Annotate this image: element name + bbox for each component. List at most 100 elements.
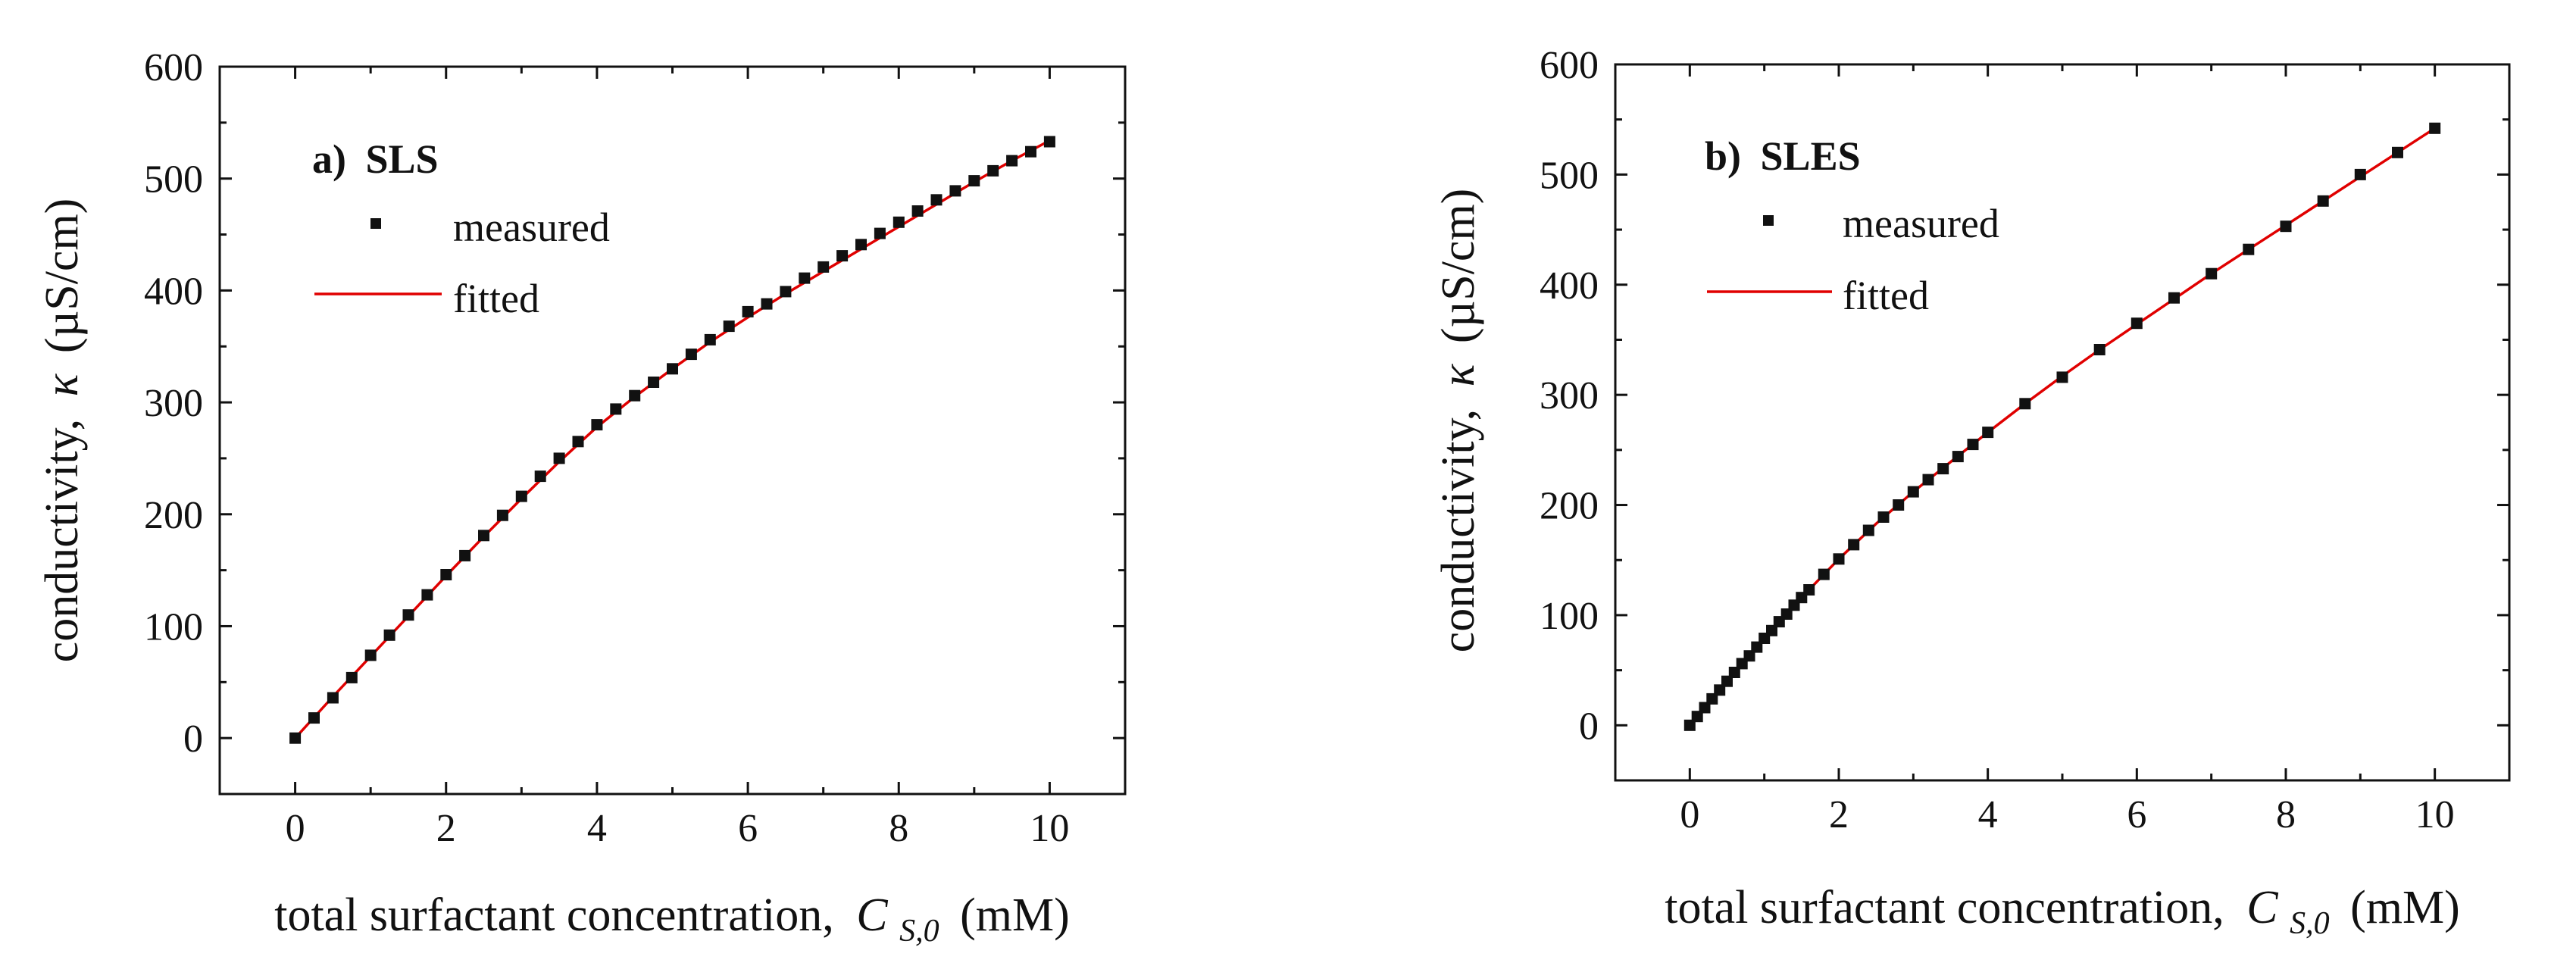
y-axis-title-var: κ (36, 373, 88, 396)
data-point (742, 305, 754, 317)
x-axis-title-unit: (mM) (2350, 882, 2460, 933)
x-tick-label: 0 (286, 807, 305, 850)
data-point (1743, 650, 1755, 662)
x-tick-label: 10 (2415, 793, 2455, 836)
x-axis-title-sub: S,0 (2290, 906, 2330, 941)
data-point (2093, 344, 2106, 355)
y-axis-title-text: conductivity, (1433, 409, 1484, 652)
x-tick-label: 2 (436, 807, 456, 850)
data-point (911, 205, 924, 217)
data-point (1721, 675, 1733, 687)
x-tick-label: 4 (587, 807, 607, 850)
y-tick-label: 600 (1540, 44, 1599, 87)
x-tick-label: 8 (889, 807, 908, 850)
fitted-series (1688, 127, 2436, 727)
panel-name: SLES (1761, 133, 1861, 179)
data-point (1043, 136, 1055, 148)
data-point (1706, 692, 1718, 705)
x-axis-title-unit: (mM) (960, 889, 1070, 941)
y-ticks: 0 100 200 300 400 500 600 (144, 46, 1125, 796)
data-point (1006, 155, 1018, 167)
data-point (723, 320, 735, 333)
y-axis-title-unit: (µS/cm) (36, 199, 88, 353)
data-point (1848, 539, 1860, 551)
y-tick-label: 200 (144, 494, 203, 537)
legend-label-measured: measured (1843, 201, 1999, 246)
data-point (1952, 451, 1964, 463)
x-tick-label: 10 (1030, 807, 1069, 850)
data-point (1937, 463, 1949, 475)
data-point (289, 732, 302, 744)
data-point (1683, 719, 1696, 731)
chart-panel-sls: 0 2 4 6 8 10 0 100 200 300 400 500 600 a) SLS measu… (36, 46, 1127, 952)
y-axis-title-var: κ (1433, 363, 1484, 386)
x-tick-label: 0 (1680, 793, 1699, 836)
panel-label: a) (312, 136, 346, 182)
x-axis-title: total surfactant concentration, C S,0 (m… (274, 889, 1070, 952)
data-point (1833, 553, 1845, 565)
data-point (1751, 641, 1763, 653)
y-tick-label: 300 (144, 382, 203, 425)
panel-title: a) SLS (312, 136, 439, 182)
legend-label-measured: measured (453, 205, 610, 250)
y-tick-label: 600 (144, 46, 203, 89)
x-axis-title-text: total surfactant concentration, (1665, 882, 2224, 933)
x-axis-title-var: C (2246, 882, 2278, 933)
measured-series (1683, 122, 2441, 731)
data-point (2429, 122, 2441, 134)
y-axis-title-unit: (µS/cm) (1433, 189, 1484, 343)
x-ticks: 0 2 4 6 8 10 (218, 67, 1127, 850)
data-point (949, 185, 961, 197)
legend-label-fitted: fitted (453, 276, 539, 321)
data-point (648, 377, 660, 388)
legend-marker-measured (1763, 215, 1774, 226)
data-point (1803, 584, 1815, 596)
x-tick-label: 6 (2127, 793, 2146, 836)
data-point (1699, 702, 1711, 714)
data-point (1907, 486, 1919, 498)
data-point (2019, 398, 2031, 410)
y-tick-label: 500 (1540, 154, 1599, 197)
data-point (704, 333, 716, 345)
data-point (515, 490, 527, 502)
x-axis-title-var: C (856, 889, 888, 941)
data-point (591, 419, 603, 431)
x-tick-label: 2 (1829, 793, 1849, 836)
x-axis-title-sub: S,0 (899, 914, 939, 949)
y-ticks: 0 100 200 300 400 500 600 (1540, 44, 2509, 782)
y-tick-label: 500 (144, 158, 203, 202)
measured-series (289, 136, 1055, 744)
data-point (2131, 317, 2143, 330)
legend-label-fitted: fitted (1843, 273, 1929, 318)
y-tick-label: 200 (1540, 485, 1599, 528)
data-point (364, 649, 377, 661)
fitted-series (294, 139, 1051, 739)
x-tick-label: 4 (1978, 793, 1998, 836)
x-tick-label: 6 (738, 807, 758, 850)
y-tick-label: 0 (1579, 705, 1599, 748)
data-point (383, 629, 395, 641)
data-point (572, 436, 584, 448)
data-point (610, 403, 622, 415)
data-point (930, 194, 943, 206)
data-point (818, 261, 830, 273)
data-point (874, 227, 886, 239)
data-point (327, 692, 339, 704)
legend-marker-measured (370, 218, 381, 229)
data-point (440, 569, 452, 580)
data-point (968, 175, 980, 187)
data-point (553, 452, 565, 464)
data-point (1691, 711, 1703, 723)
panel-name: SLS (365, 136, 438, 182)
y-tick-label: 400 (144, 270, 203, 313)
data-point (629, 389, 641, 402)
data-point (761, 298, 773, 310)
data-point (2243, 243, 2255, 255)
data-point (2392, 146, 2403, 158)
fitted-line (1688, 127, 2436, 727)
data-point (987, 164, 999, 177)
data-point (421, 589, 433, 601)
data-point (799, 272, 811, 284)
chart-panel-sles: 0 2 4 6 8 10 0 100 200 300 400 500 600 b) SLES meas… (1433, 44, 2511, 941)
y-tick-label: 0 (183, 717, 203, 761)
